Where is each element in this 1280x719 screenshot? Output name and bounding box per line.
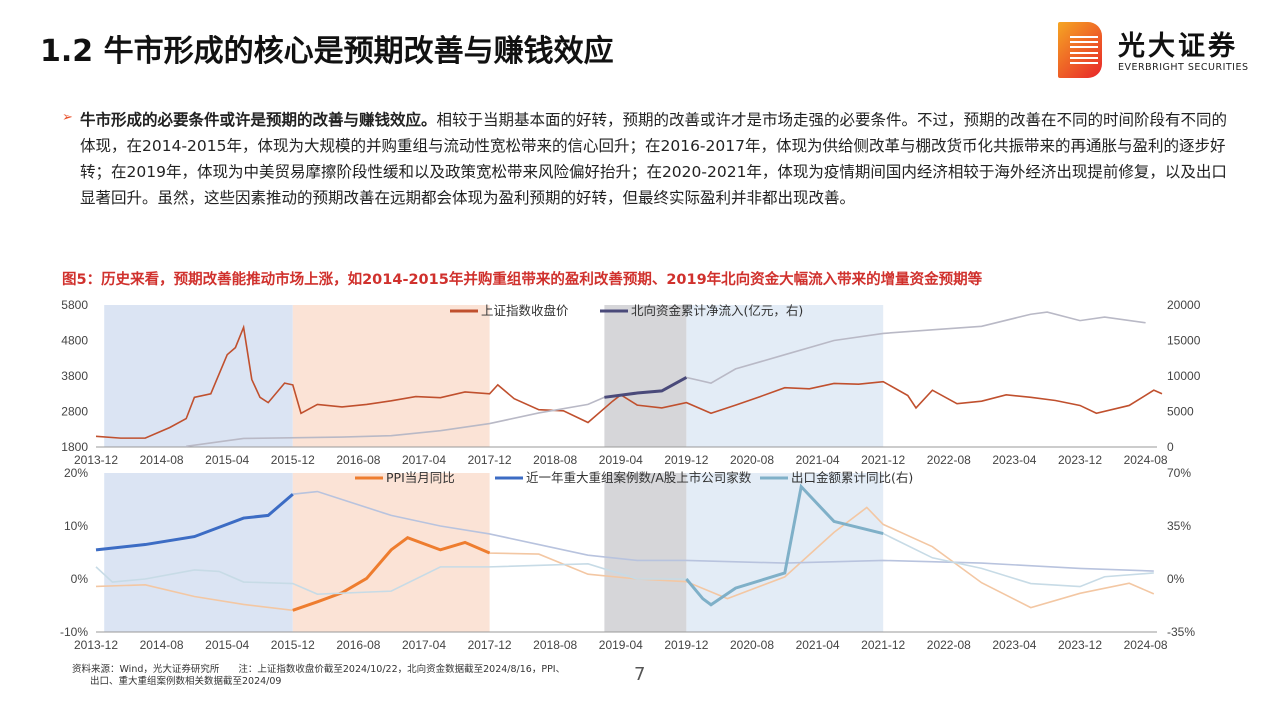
x-tick-label: 2016-08 [336, 638, 380, 652]
x-tick-label: 2023-12 [1058, 453, 1102, 467]
y2-tick-label: 5000 [1167, 405, 1194, 419]
y2-tick-label: 0 [1167, 440, 1174, 454]
x-tick-label: 2014-08 [140, 453, 184, 467]
x-tick-label: 2017-04 [402, 453, 446, 467]
x-tick-label: 2021-04 [796, 453, 840, 467]
series-highlight-1 [95, 493, 294, 552]
series-line-1 [186, 311, 1146, 448]
x-tick-label: 2019-12 [664, 638, 708, 652]
y-tick-label: 5800 [61, 298, 88, 312]
shaded-period-0 [104, 305, 293, 447]
y-tick-label: 2800 [61, 405, 88, 419]
shaded-period-2 [604, 305, 687, 447]
bullet-arrow-icon: ➢ [62, 110, 73, 125]
x-tick-label: 2024-08 [1124, 638, 1168, 652]
page-title: 1.2 牛市形成的核心是预期改善与赚钱效应 [40, 34, 614, 69]
body-paragraph: 牛市形成的必要条件或许是预期的改善与赚钱效应。相较于当期基本面的好转，预期的改善… [80, 107, 1230, 211]
x-tick-label: 2016-08 [336, 453, 380, 467]
x-tick-label: 2017-04 [402, 638, 446, 652]
x-tick-label: 2024-08 [1124, 453, 1168, 467]
x-tick-label: 2019-12 [664, 453, 708, 467]
legend-label-1: 近一年重大重组案例数/A股上市公司家数 [526, 470, 752, 485]
figure-caption: 图5：历史来看，预期改善能推动市场上涨，如2014-2015年并购重组带来的盈利… [62, 272, 983, 288]
y2-tick-label: -35% [1167, 625, 1195, 639]
shaded-period-1 [292, 305, 490, 447]
x-tick-label: 2014-08 [140, 638, 184, 652]
legend-label-1: 北向资金累计净流入(亿元，右) [631, 303, 803, 318]
x-tick-label: 2015-12 [271, 453, 315, 467]
y-tick-label: 20% [64, 466, 88, 480]
y2-tick-label: 0% [1167, 572, 1185, 586]
body-lead: 牛市形成的必要条件或许是预期的改善与赚钱效应。 [80, 111, 437, 129]
x-tick-label: 2015-04 [205, 453, 249, 467]
source-line-2: 出口、重大重组案例数相关数据截至2024/09 [90, 676, 282, 687]
y-tick-label: 4800 [61, 334, 88, 348]
shaded-period-3 [686, 305, 884, 447]
x-tick-label: 2021-04 [796, 638, 840, 652]
x-tick-label: 2023-04 [992, 453, 1036, 467]
y2-tick-label: 15000 [1167, 334, 1201, 348]
x-tick-label: 2020-08 [730, 453, 774, 467]
x-tick-label: 2018-08 [533, 453, 577, 467]
x-tick-label: 2017-12 [468, 453, 512, 467]
x-tick-label: 2019-04 [599, 638, 643, 652]
x-tick-label: 2022-08 [927, 453, 971, 467]
source-line-1: 资料来源：Wind，光大证券研究所 注：上证指数收盘价截至2024/10/22，… [72, 664, 566, 675]
y-tick-label: 3800 [61, 369, 88, 383]
body-text: 相较于当期基本面的好转，预期的改善或许才是市场走强的必要条件。不过，预期的改善在… [80, 111, 1228, 207]
everbright-logo: 光大证券 EVERBRIGHT SECURITIES [1058, 22, 1268, 82]
legend-label-2: 出口金额累计同比(右) [791, 470, 913, 485]
x-tick-label: 2019-04 [599, 453, 643, 467]
series-highlight-1 [604, 376, 688, 399]
series-highlight-2 [685, 483, 884, 607]
source-note: 资料来源：Wind，光大证券研究所 注：上证指数收盘价截至2024/10/22，… [72, 664, 565, 688]
y-tick-label: 10% [64, 519, 88, 533]
y-tick-label: -10% [60, 625, 88, 639]
charts: 1800 2800 3800 4800 5800 0 5000 10000 15000 20000… [60, 298, 1201, 652]
x-tick-label: 2023-12 [1058, 638, 1102, 652]
shaded-period-2 [604, 473, 687, 632]
logo-en: EVERBRIGHT SECURITIES [1118, 62, 1249, 73]
x-tick-label: 2018-08 [533, 638, 577, 652]
series-line-0 [95, 324, 1163, 439]
shaded-period-0 [104, 473, 293, 632]
x-tick-label: 2017-12 [468, 638, 512, 652]
legend-label-0: 上证指数收盘价 [481, 303, 569, 318]
y2-tick-label: 35% [1167, 519, 1191, 533]
page-number: 7 [634, 664, 646, 685]
x-tick-label: 2021-12 [861, 453, 905, 467]
shaded-period-1 [292, 473, 490, 632]
y-tick-label: 1800 [61, 440, 88, 454]
legend-label-0: PPI当月同比 [386, 470, 455, 485]
x-tick-label: 2020-08 [730, 638, 774, 652]
x-tick-label: 2021-12 [861, 638, 905, 652]
x-tick-label: 2015-12 [271, 638, 315, 652]
logo-mark-icon [1058, 22, 1102, 78]
logo-cn: 光大证券 [1118, 31, 1238, 62]
x-tick-label: 2015-04 [205, 638, 249, 652]
y2-tick-label: 20000 [1167, 298, 1201, 312]
x-tick-label: 2013-12 [74, 638, 118, 652]
series-highlight-0 [292, 535, 491, 612]
shaded-period-3 [686, 473, 884, 632]
x-tick-label: 2013-12 [74, 453, 118, 467]
y-tick-label: 0% [71, 572, 89, 586]
y2-tick-label: 10000 [1167, 369, 1201, 383]
y2-tick-label: 70% [1167, 466, 1191, 480]
x-tick-label: 2023-04 [992, 638, 1036, 652]
x-tick-label: 2022-08 [927, 638, 971, 652]
